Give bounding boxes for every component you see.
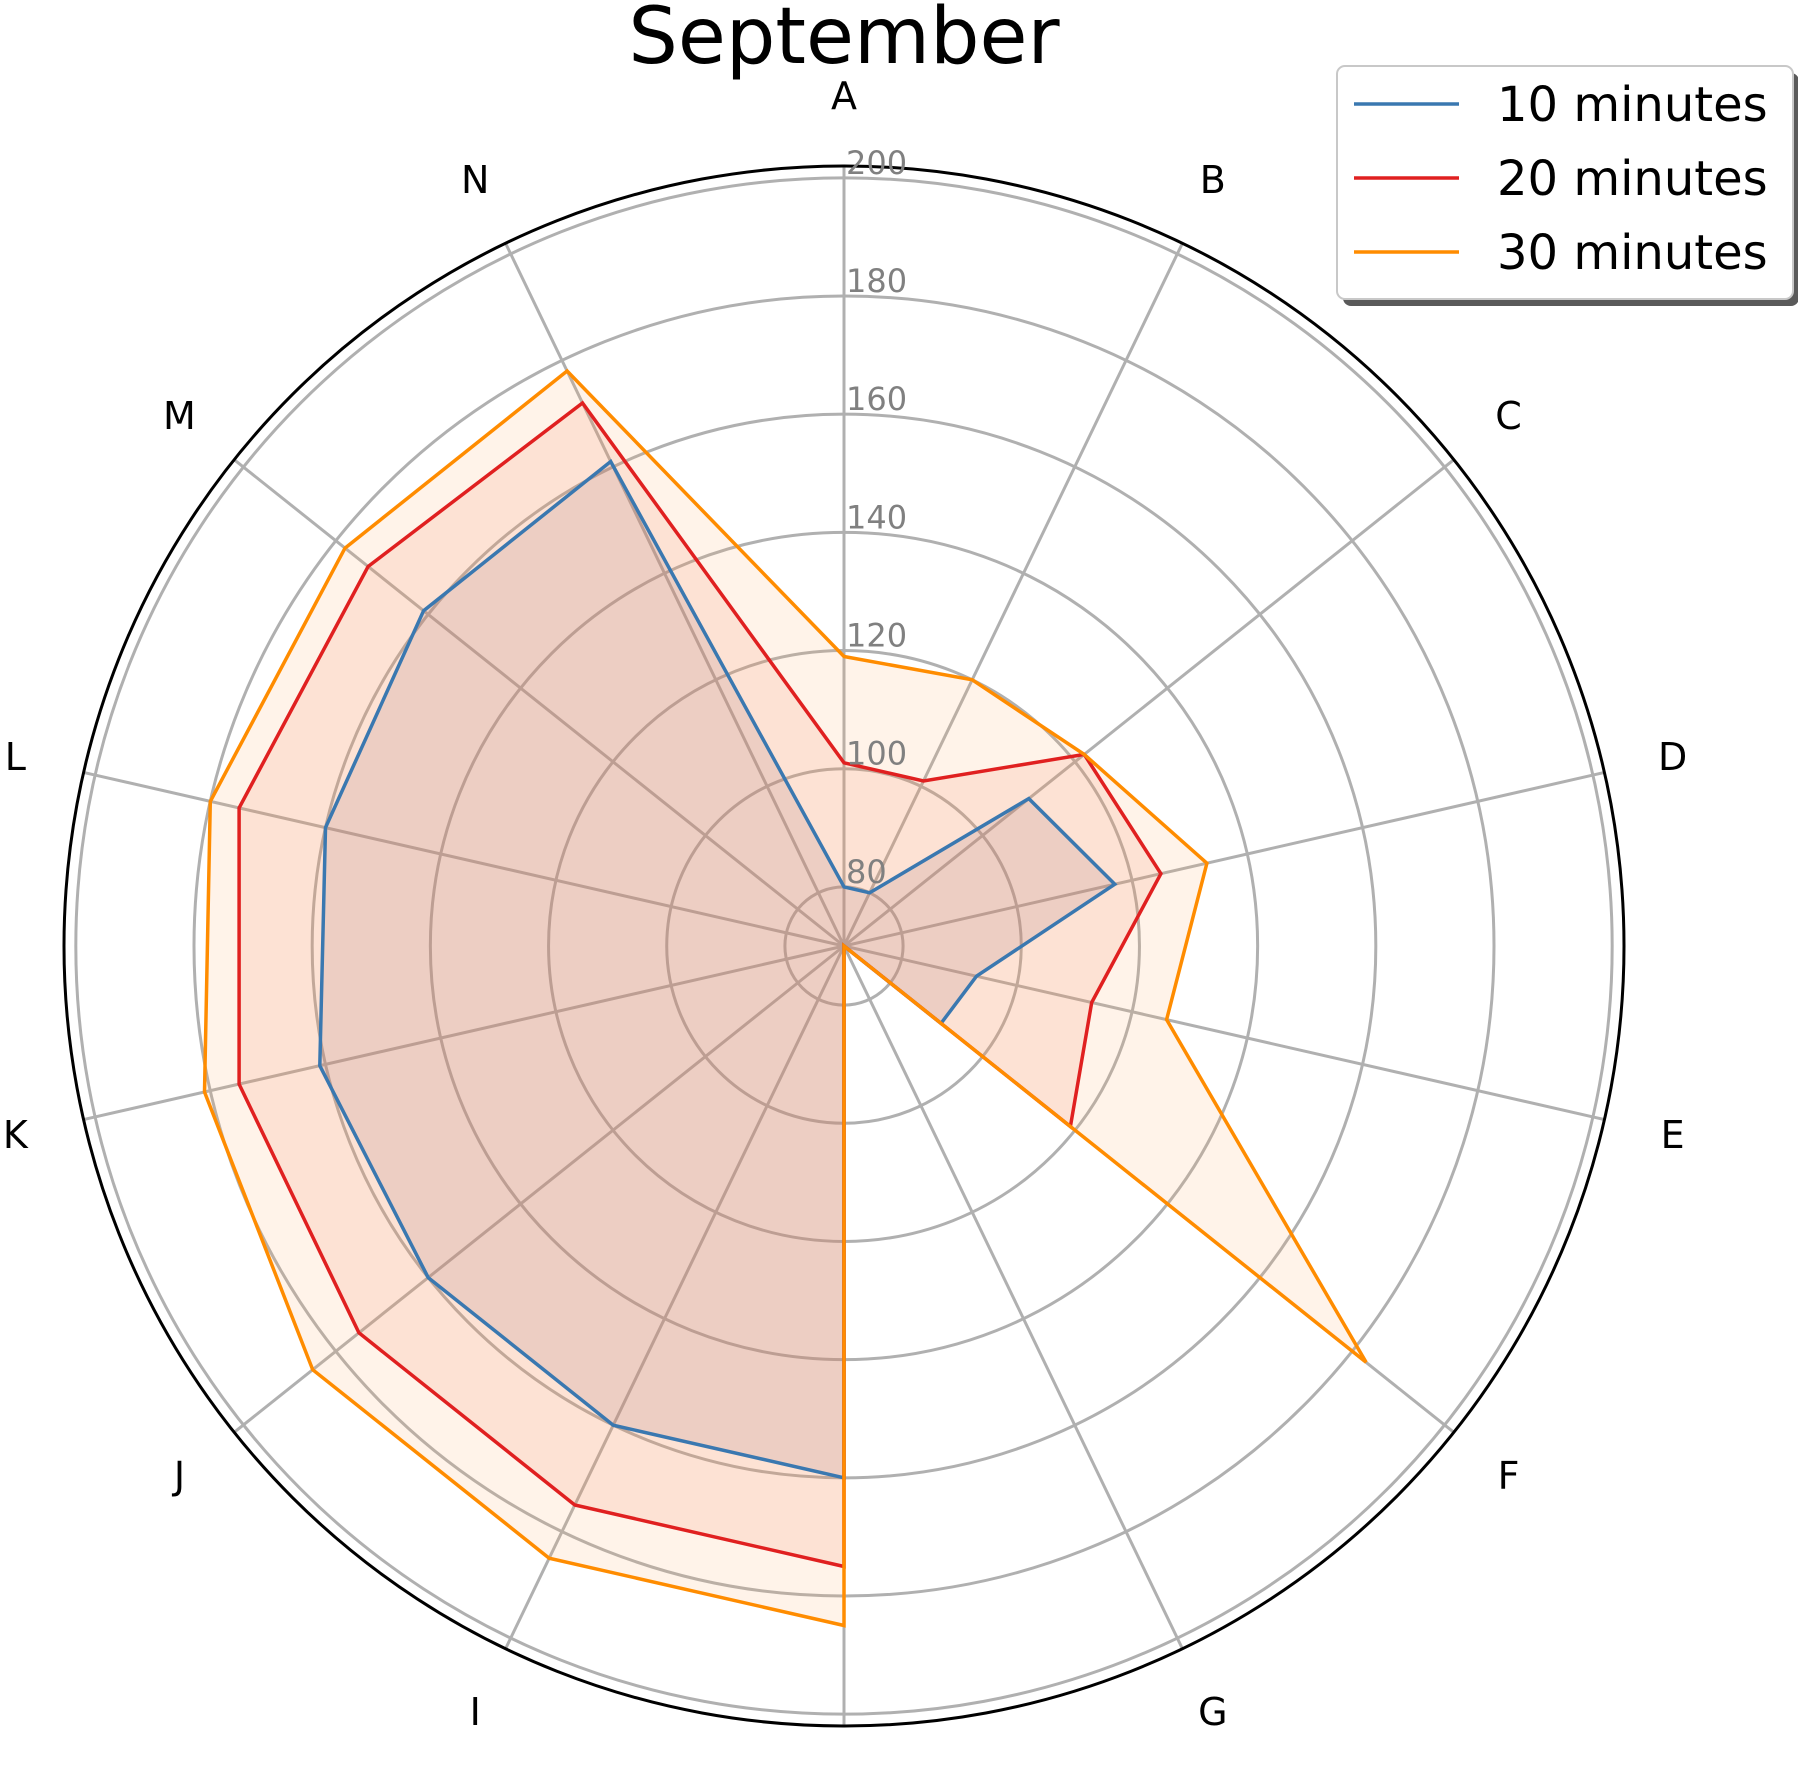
grid-spoke-M [233, 458, 845, 948]
category-label-F: F [1498, 1454, 1520, 1498]
tick-label-100: 100 [846, 735, 907, 773]
series-fills [204, 371, 1367, 1626]
grid-spoke-K [83, 944, 845, 1122]
category-label-C: C [1495, 394, 1522, 438]
legend-label-1: 10 minutes [1497, 77, 1768, 133]
tick-label-160: 160 [846, 380, 907, 418]
legend-label-3: 30 minutes [1497, 225, 1768, 281]
category-label-M: M [163, 394, 196, 438]
category-label-N: N [461, 158, 489, 202]
grid-spoke-N [504, 242, 846, 947]
grid-spoke-C [843, 458, 1455, 948]
category-label-I: I [470, 1690, 481, 1734]
legend-box [1336, 65, 1794, 300]
tick-label-200: 200 [846, 144, 907, 182]
outer-frame [62, 164, 1626, 1728]
fill-10-minutes [319, 461, 1115, 1478]
fill-20-minutes [239, 403, 1161, 1567]
grid-spoke-G [842, 945, 1184, 1650]
series-line-30-minutes [202, 368, 1368, 1628]
legend: 10 minutes 20 minutes 30 minutes [1336, 65, 1798, 306]
grid-spoke-I [504, 945, 846, 1650]
chart-title: September [628, 0, 1060, 82]
grid-spoke-J [233, 944, 845, 1434]
category-label-L: L [5, 735, 26, 779]
category-label-A: A [831, 74, 857, 118]
category-labels: A B C D E F G H I J K L M N [3, 74, 1687, 1780]
category-label-B: B [1200, 158, 1226, 202]
category-label-E: E [1661, 1113, 1685, 1157]
grid-spoke-D [843, 770, 1605, 948]
tick-label-180: 180 [846, 262, 907, 300]
category-label-J: J [172, 1454, 185, 1498]
tick-label-120: 120 [846, 617, 907, 655]
tick-label-80: 80 [846, 853, 887, 891]
tick-label-140: 140 [846, 498, 907, 536]
grid-spoke-E [843, 944, 1605, 1122]
radial-tick-labels: 80 100 120 140 160 180 200 [846, 144, 907, 891]
fill-30-minutes [204, 371, 1367, 1626]
legend-label-2: 20 minutes [1497, 151, 1768, 207]
category-label-D: D [1658, 735, 1687, 779]
series-lines [202, 368, 1368, 1628]
grid-spoke-B [842, 242, 1184, 947]
category-label-H: H [830, 1774, 859, 1780]
category-label-K: K [3, 1113, 29, 1157]
category-label-G: G [1198, 1690, 1227, 1734]
